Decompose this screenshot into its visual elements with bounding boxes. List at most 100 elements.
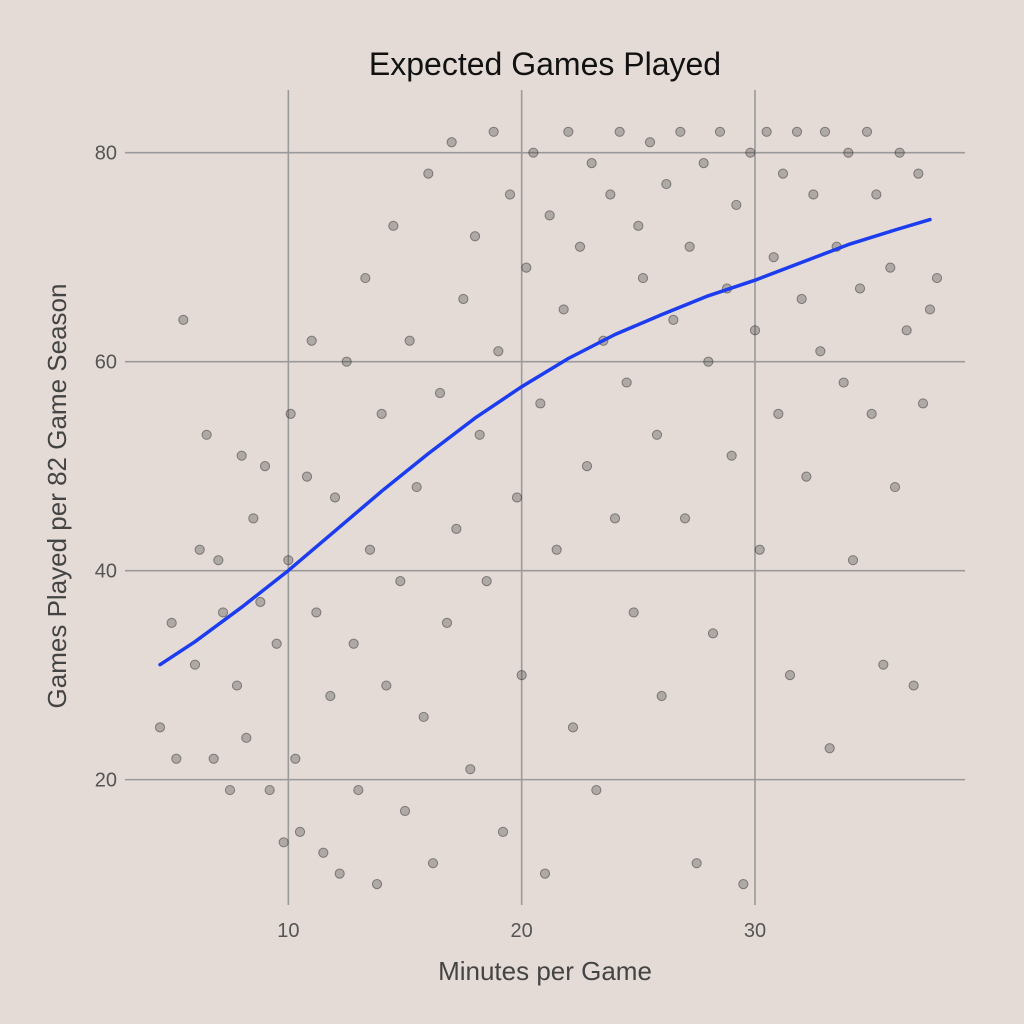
data-point	[334, 868, 345, 879]
trend-line	[158, 217, 932, 667]
data-point	[231, 680, 243, 691]
y-tick-label: 40	[95, 561, 117, 583]
y-tick-label: 20	[95, 770, 117, 792]
data-point	[217, 607, 229, 618]
data-point	[376, 408, 387, 420]
data-point	[558, 304, 569, 315]
data-point	[854, 283, 866, 294]
data-point	[194, 544, 205, 555]
data-point	[360, 272, 371, 284]
data-point	[691, 858, 702, 869]
data-point	[628, 607, 639, 618]
y-tick-label: 60	[95, 352, 117, 374]
data-point	[189, 659, 201, 670]
data-point	[574, 241, 586, 252]
data-point	[411, 481, 422, 493]
data-point	[668, 314, 679, 325]
data-point	[404, 335, 415, 346]
data-point	[178, 314, 189, 325]
data-point	[703, 356, 714, 367]
grid-lines	[125, 90, 965, 905]
data-point	[815, 346, 826, 357]
data-point	[684, 241, 695, 252]
data-point	[259, 461, 271, 472]
data-point	[773, 408, 784, 420]
data-point	[364, 544, 376, 555]
data-point	[731, 199, 742, 211]
data-point	[581, 461, 593, 472]
data-point	[796, 293, 807, 305]
data-point	[801, 471, 812, 482]
data-point	[586, 158, 597, 169]
data-point	[224, 784, 236, 796]
data-point	[614, 126, 625, 137]
data-point	[878, 659, 889, 670]
data-point	[808, 189, 819, 200]
data-point	[458, 293, 469, 305]
data-point	[738, 879, 749, 890]
data-point	[166, 617, 177, 628]
data-point	[446, 137, 457, 148]
data-point	[917, 398, 929, 409]
data-point	[651, 429, 663, 440]
data-point	[551, 544, 562, 555]
data-point	[325, 690, 336, 702]
data-point	[707, 628, 719, 639]
data-point	[784, 670, 796, 681]
data-point	[434, 387, 446, 399]
data-point	[264, 784, 275, 796]
data-point	[481, 575, 492, 587]
tick-labels: 10 20 30 20 40 60 80	[95, 143, 766, 942]
data-point	[311, 607, 322, 618]
data-point	[248, 513, 259, 524]
data-point	[511, 492, 523, 503]
data-point	[768, 252, 779, 263]
data-point	[528, 147, 539, 158]
data-point	[290, 753, 301, 764]
data-point	[294, 826, 306, 837]
data-point	[591, 784, 602, 796]
data-point	[493, 346, 504, 357]
data-point	[371, 879, 383, 890]
data-point	[474, 429, 485, 440]
data-point	[469, 231, 481, 242]
data-point	[889, 481, 901, 493]
data-point	[749, 325, 761, 336]
data-point	[516, 670, 527, 681]
data-point	[843, 147, 854, 158]
x-tick-label: 30	[744, 920, 766, 942]
data-point	[388, 220, 399, 231]
data-point	[348, 638, 359, 649]
data-point	[819, 126, 831, 137]
data-point	[271, 638, 282, 649]
data-point	[871, 189, 882, 200]
data-point	[318, 847, 329, 858]
data-point	[488, 126, 499, 137]
data-point	[539, 868, 551, 879]
data-point	[285, 408, 296, 420]
data-point	[201, 429, 212, 440]
data-point	[894, 147, 905, 158]
data-point	[698, 158, 709, 169]
y-axis-label: Games Played per 82 Game Season	[42, 284, 72, 709]
data-point	[714, 126, 726, 137]
data-point	[838, 377, 849, 388]
data-point	[679, 513, 691, 524]
data-point	[745, 147, 756, 158]
data-point	[913, 168, 924, 179]
data-point	[637, 272, 649, 284]
data-point	[236, 450, 247, 461]
data-point	[208, 753, 219, 764]
data-point	[213, 555, 224, 566]
data-point	[908, 680, 919, 691]
x-axis-label: Minutes per Game	[438, 956, 652, 986]
data-point	[278, 837, 289, 848]
data-point	[563, 126, 574, 137]
data-point	[901, 325, 912, 336]
x-tick-label: 10	[277, 920, 299, 942]
data-point	[497, 826, 509, 837]
data-point	[824, 743, 835, 754]
y-tick-label: 80	[95, 143, 117, 165]
data-point	[777, 168, 789, 179]
